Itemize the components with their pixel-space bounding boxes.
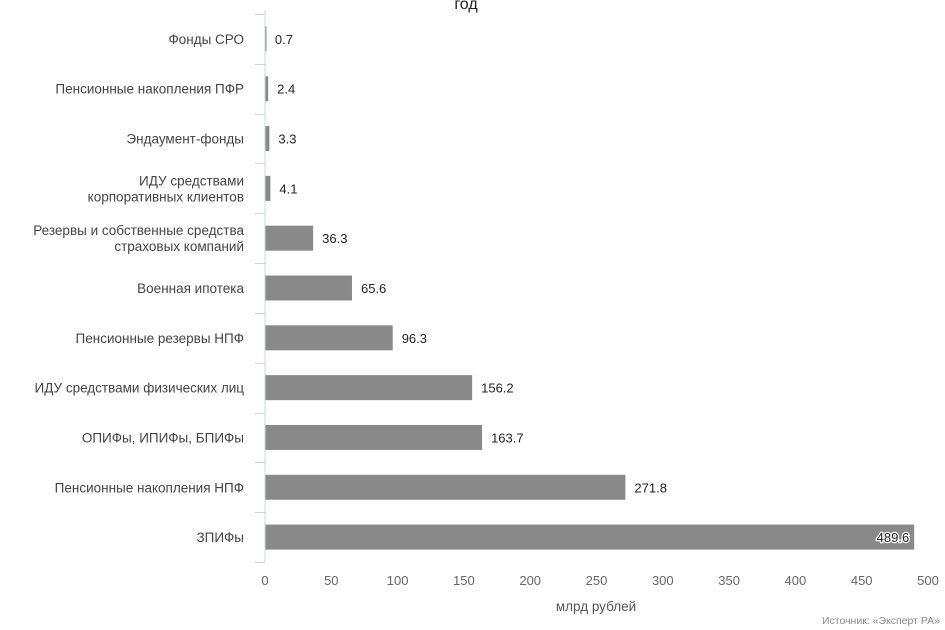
bar (265, 76, 269, 102)
category-label: ИДУ средствами корпоративных клиентов (88, 173, 244, 204)
x-tick-label: 150 (453, 573, 475, 588)
data-label: 65.6 (361, 281, 386, 296)
bars-layer: 0.7 2.4 3.3 4.1 36.3 65.6 96.3 156.2 163.7 271.8 4… (265, 26, 915, 550)
x-tick-label: 250 (586, 573, 608, 588)
axes: Фонды СРО Пенсионные накопления ПФР Эндаум… (33, 10, 939, 588)
category-label: Пенсионные резервы НПФ (76, 331, 244, 346)
x-tick-label: 50 (324, 573, 338, 588)
category-label: Эндаумент-фонды (126, 132, 244, 147)
x-tick-label: 400 (785, 573, 807, 588)
source-note: Источник: «Эксперт РА» (822, 615, 940, 627)
data-label: 489.6 (877, 530, 910, 545)
bar (265, 325, 393, 351)
category-label: Пенсионные накопления НПФ (55, 480, 244, 495)
data-label: 4.1 (279, 181, 297, 196)
data-label: 3.3 (278, 132, 296, 147)
bar (265, 275, 352, 301)
data-label: 271.8 (634, 480, 667, 495)
x-tick-label: 450 (851, 573, 873, 588)
x-tick-label: 350 (718, 573, 740, 588)
x-tick-label: 0 (261, 573, 268, 588)
data-label: 96.3 (402, 331, 427, 346)
data-label: 2.4 (277, 82, 295, 97)
category-label: ОПИФы, ИПИФы, БПИФы (82, 430, 244, 445)
data-label: 163.7 (491, 430, 524, 445)
category-label: Военная ипотека (137, 281, 244, 296)
category-label: Резервы и собственные средства страховых … (33, 223, 244, 254)
bar (265, 175, 271, 201)
category-label: ЗПИФы (196, 530, 244, 545)
data-label: 156.2 (481, 381, 514, 396)
x-tick-label: 100 (387, 573, 409, 588)
chart-title: год (454, 0, 478, 13)
bar (265, 375, 473, 401)
bar (265, 26, 267, 52)
x-axis-title: млрд рублей (556, 599, 636, 614)
x-tick-label: 500 (917, 573, 939, 588)
x-tick-label: 300 (652, 573, 674, 588)
category-label: Пенсионные накопления ПФР (55, 82, 244, 97)
bar (265, 126, 270, 152)
bar (265, 424, 483, 450)
category-label: ИДУ средствами физических лиц (35, 381, 245, 396)
bar (265, 225, 314, 251)
data-label: 36.3 (322, 231, 347, 246)
data-label: 0.7 (275, 32, 293, 47)
bar (265, 474, 626, 500)
bar (265, 524, 915, 550)
category-label: Фонды СРО (168, 32, 244, 47)
x-tick-label: 200 (519, 573, 541, 588)
